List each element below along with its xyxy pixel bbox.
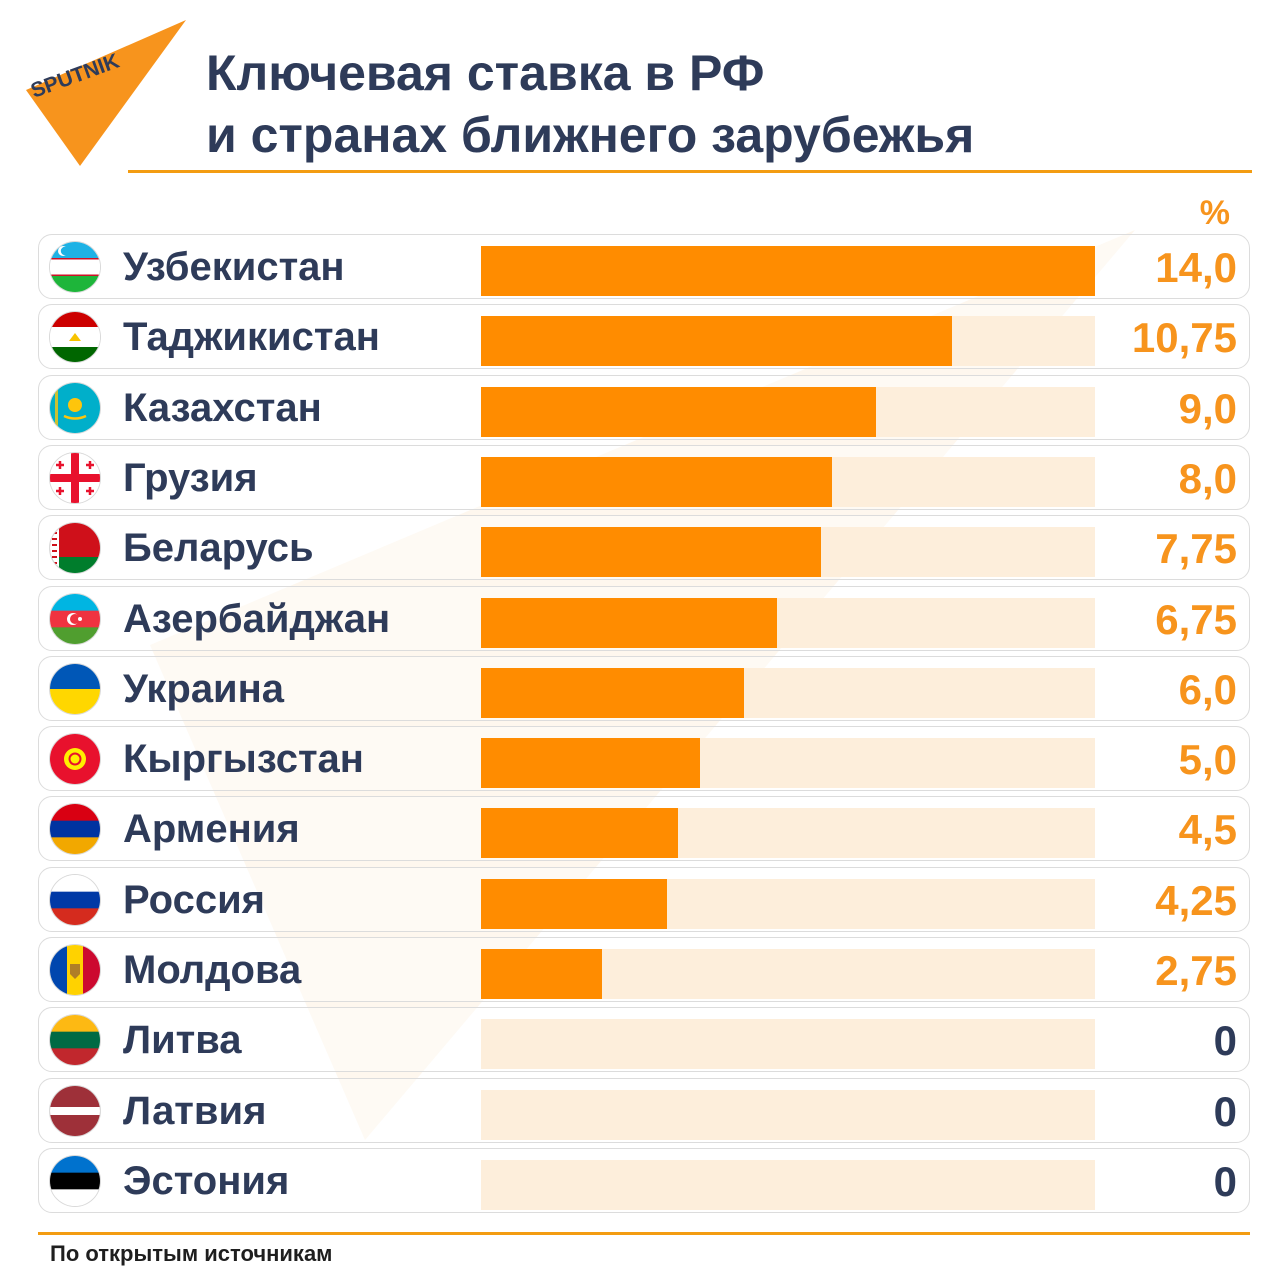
chart-row: Таджикистан 10,75 [38,304,1250,370]
bar [481,456,832,507]
bar [481,738,701,789]
category-label: Эстония [123,1158,290,1203]
category-label: Украина [123,666,285,711]
chart-row: Россия 4,25 [38,866,1250,932]
unit-label: % [1199,194,1230,232]
category-label: Таджикистан [123,315,380,360]
bar-track [481,1019,1095,1070]
bar-track [481,1159,1095,1210]
data-label: 6,0 [1178,665,1237,713]
kazakhstan-flag-icon [50,382,100,433]
category-label: Армения [123,807,300,852]
data-label: 2,75 [1155,947,1237,994]
data-label: 4,25 [1155,876,1237,924]
bar [481,316,953,367]
category-label: Литва [123,1018,242,1063]
bar [481,949,602,999]
data-label: 6,75 [1155,595,1237,643]
title-line-1: Ключевая ставка в РФ [206,45,765,101]
data-label: 0 [1213,1157,1237,1205]
bar-track [481,1089,1095,1140]
footer-divider [38,1232,1250,1235]
data-label: 7,75 [1155,525,1237,573]
bar [481,808,679,859]
uzbekistan-flag-icon [50,242,100,292]
bar [481,667,745,718]
chart-row: Армения 4,5 [38,796,1250,862]
bar-track [481,808,1095,859]
category-label: Азербайджан [123,596,391,641]
bar-track [481,456,1095,507]
bar [481,386,876,437]
title-line-2: и странах ближнего зарубежья [206,107,975,163]
data-label: 0 [1213,1087,1237,1135]
latvia-flag-icon [50,1085,100,1136]
chart-row: Кыргызстан 5,0 [38,726,1250,792]
chart-row: Украина 6,0 [38,655,1250,721]
moldova-flag-icon [50,945,100,995]
bar [481,246,1095,296]
chart-row: Латвия 0 [38,1077,1250,1143]
armenia-flag-icon [50,804,100,855]
estonia-flag-icon [50,1155,100,1206]
chart-row: Беларусь 7,75 [38,515,1250,581]
bar [481,527,821,578]
sputnik-logo: SPUTNIK [26,20,186,166]
data-label: 4,5 [1178,806,1237,854]
bar-track [481,949,1095,999]
chart-row: Литва 0 [38,1007,1250,1073]
bar-track [481,597,1095,648]
lithuania-flag-icon [50,1015,100,1066]
russia-flag-icon [50,874,100,925]
bar-track [481,246,1095,296]
category-label: Молдова [123,948,302,992]
data-label: 0 [1213,1017,1237,1065]
chart-row: Эстония 0 [38,1147,1250,1213]
azerbaijan-flag-icon [50,593,100,644]
data-label: 5,0 [1178,736,1237,784]
chart-row: Узбекистан 14,0 [38,234,1250,299]
page-title: Ключевая ставка в РФ и странах ближнего … [206,42,974,166]
kyrgyzstan-flag-icon [50,734,100,785]
belarus-flag-icon [50,523,100,574]
ukraine-flag-icon [50,663,100,714]
bar-track [481,738,1095,789]
bar-track [481,667,1095,718]
data-label: 10,75 [1131,314,1237,362]
source-note: По открытым источникам [50,1241,333,1266]
bar-track [481,878,1095,929]
chart-row: Казахстан 9,0 [38,374,1250,440]
chart-row: Грузия 8,0 [38,444,1250,510]
category-label: Узбекистан [123,245,345,289]
category-label: Латвия [123,1088,267,1133]
data-label: 9,0 [1178,384,1237,432]
category-label: Беларусь [123,526,314,571]
bar-track [481,527,1095,578]
chart-row: Азербайджан 6,75 [38,585,1250,651]
bar [481,878,668,929]
title-divider [128,170,1252,173]
data-label: 8,0 [1178,454,1237,502]
bar-track [481,316,1095,367]
category-label: Россия [123,877,266,922]
tajikistan-flag-icon [50,312,100,363]
georgia-flag-icon [50,452,100,503]
category-label: Кыргызстан [123,737,364,782]
bar-track [481,386,1095,437]
category-label: Грузия [123,455,258,500]
data-label: 14,0 [1155,244,1237,291]
category-label: Казахстан [123,385,322,430]
chart-row: Молдова 2,75 [38,937,1250,1002]
bar [481,597,778,648]
